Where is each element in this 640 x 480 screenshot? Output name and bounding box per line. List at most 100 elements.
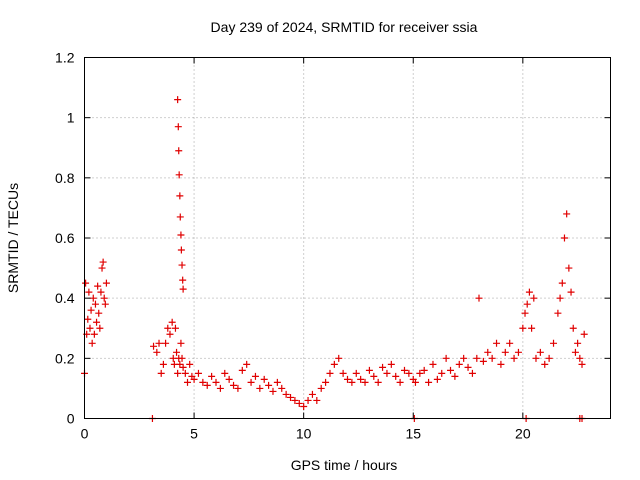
data-point <box>238 366 246 374</box>
y-tick-label: 0.8 <box>55 170 75 186</box>
data-point <box>580 330 588 338</box>
data-point <box>101 300 109 308</box>
data-point <box>174 369 182 377</box>
data-point <box>339 369 347 377</box>
data-point <box>317 384 325 392</box>
data-point <box>93 318 101 326</box>
data-point <box>344 375 351 383</box>
data-point <box>510 354 518 362</box>
data-point <box>357 375 365 383</box>
data-point <box>230 381 238 389</box>
data-point <box>536 348 544 356</box>
data-point <box>308 390 316 398</box>
data-point <box>514 348 522 356</box>
data-point <box>447 366 455 374</box>
data-point <box>173 348 181 356</box>
data-point <box>95 309 103 317</box>
data-point <box>282 390 290 398</box>
plot-frame <box>84 57 611 419</box>
data-point <box>97 288 105 296</box>
data-point <box>554 309 562 317</box>
x-axis-label: GPS time / hours <box>291 457 398 473</box>
data-point <box>330 360 338 368</box>
data-point <box>493 339 501 347</box>
data-point <box>91 300 99 308</box>
data-point <box>82 279 90 287</box>
data-point <box>497 360 505 368</box>
data-point <box>400 366 408 374</box>
data-point <box>530 294 538 302</box>
data-point <box>85 288 93 296</box>
data-point <box>475 294 483 302</box>
data-point <box>199 378 207 386</box>
data-point <box>484 348 492 356</box>
data-point <box>171 324 179 332</box>
data-point <box>442 354 450 362</box>
data-point <box>295 399 303 407</box>
data-point <box>181 369 189 377</box>
data-point <box>178 354 186 362</box>
data-point <box>96 324 104 332</box>
data-point <box>361 378 369 386</box>
data-point <box>416 369 424 377</box>
data-point <box>212 378 220 386</box>
data-point <box>269 387 277 395</box>
tick-labels: 0 5 10 15 20 0 0.2 0.4 0.6 0.8 1 1.2 <box>55 50 531 442</box>
data-point <box>98 264 106 272</box>
data-point <box>166 330 174 338</box>
data-point <box>176 213 184 221</box>
data-point <box>433 375 441 383</box>
data-point <box>567 288 575 296</box>
data-point <box>396 378 404 386</box>
data-point <box>558 279 566 287</box>
y-tick-label: 1 <box>67 110 75 126</box>
data-point <box>374 378 382 386</box>
data-point <box>88 339 96 347</box>
data-point <box>501 348 509 356</box>
data-point <box>479 357 487 365</box>
data-point <box>90 330 98 338</box>
data-point <box>326 369 334 377</box>
data-point <box>313 396 321 404</box>
data-point <box>89 294 97 302</box>
data-point <box>420 366 428 374</box>
y-tick-label: 0.6 <box>55 230 75 246</box>
grid-lines <box>84 57 611 419</box>
data-point <box>186 360 194 368</box>
data-point <box>571 348 579 356</box>
data-point <box>291 396 299 404</box>
data-points <box>81 96 588 422</box>
data-point <box>174 96 182 104</box>
data-point <box>523 300 531 308</box>
data-point <box>179 285 187 293</box>
data-point <box>84 315 92 323</box>
data-point <box>563 210 571 218</box>
data-point <box>545 354 553 362</box>
data-point <box>190 375 198 383</box>
data-point <box>574 339 582 347</box>
data-point <box>177 231 185 239</box>
data-point <box>370 372 378 380</box>
data-point <box>203 381 211 389</box>
data-point <box>300 402 308 410</box>
data-point <box>278 384 286 392</box>
data-point <box>94 282 102 290</box>
data-point <box>155 339 163 347</box>
data-point <box>365 366 373 374</box>
y-axis-label: SRMTID / TECUs <box>5 183 21 293</box>
data-point <box>157 369 165 377</box>
data-point <box>179 363 187 371</box>
data-point <box>174 123 182 131</box>
data-point <box>251 372 259 380</box>
data-point <box>405 369 413 377</box>
x-tick-label: 5 <box>190 426 198 442</box>
data-point <box>488 354 496 362</box>
data-point <box>150 342 158 350</box>
y-tick-label: 1.2 <box>55 50 75 66</box>
data-point <box>256 384 264 392</box>
data-point <box>221 369 229 377</box>
data-point <box>175 147 183 155</box>
data-point <box>383 369 391 377</box>
y-tick-label: 0.2 <box>55 350 75 366</box>
